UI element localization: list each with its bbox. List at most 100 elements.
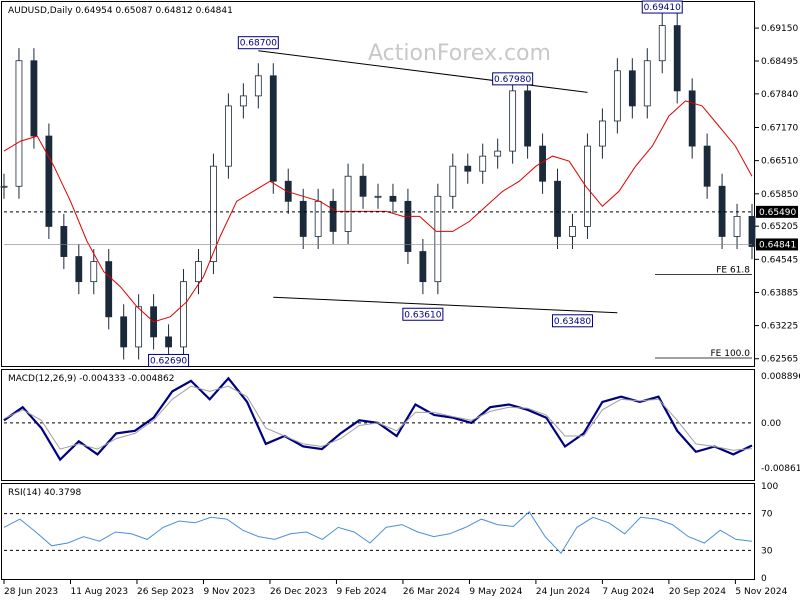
candle-body — [0, 185, 8, 188]
x-axis-label: 20 Sep 2024 — [669, 587, 726, 597]
candle-body — [404, 200, 412, 252]
candle-body — [344, 175, 352, 232]
axis-layer: 0.69150 0.68495 0.67840 0.67170 0.66510 0.658… — [3, 24, 800, 597]
price-axis-label: 0.65205 — [761, 222, 798, 232]
candle-body — [703, 145, 711, 187]
x-axis-label: 11 Aug 2023 — [70, 587, 128, 597]
x-axis-label: 7 Aug 2024 — [602, 587, 654, 597]
price-callout-label: 0.68700 — [240, 39, 277, 49]
price-callout-box — [551, 314, 593, 328]
rsi-header: RSI(14) 40.3798 — [8, 488, 81, 498]
price-callout-label: 0.69410 — [644, 3, 681, 13]
watermark: ActionForex.com — [368, 41, 551, 66]
trendline — [273, 296, 618, 314]
candle-body — [359, 175, 367, 197]
price-axis-label: 0.63885 — [761, 288, 798, 298]
macd-axis-label: 0.00 — [761, 419, 781, 429]
macd-layer — [3, 376, 753, 462]
candle-body — [569, 226, 576, 237]
candle-body — [329, 200, 337, 232]
price-callout-box — [402, 307, 444, 321]
macd-pane-border — [1, 369, 755, 481]
price-header: AUDUSD,Daily 0.64954 0.65087 0.64812 0.6… — [8, 6, 233, 16]
candle-body — [524, 90, 531, 147]
price-layer: FE 61.8 FE 100.0 0.68700 0.67980 0.69410 0.63… — [0, 0, 756, 367]
x-axis-label: 28 Jun 2023 — [4, 587, 58, 597]
candle-body — [494, 150, 502, 157]
fib-level-label: FE 100.0 — [711, 349, 751, 359]
candle-body — [165, 336, 172, 348]
x-axis-label: 9 Nov 2023 — [203, 587, 255, 597]
candle-body — [599, 120, 606, 147]
candle-body — [135, 306, 143, 348]
price-axis-label: 0.69150 — [761, 24, 798, 34]
candle-body — [60, 226, 68, 257]
candle-body — [45, 135, 53, 227]
candle-body — [389, 195, 397, 202]
candle-body — [733, 215, 741, 237]
fib-level-label: FE 61.8 — [716, 266, 750, 276]
candle-body — [449, 165, 457, 197]
candle-body — [314, 200, 322, 237]
rsi-axis-label: 0 — [761, 574, 767, 584]
candle-body — [105, 261, 113, 318]
candle-body — [613, 70, 621, 122]
candle-body — [75, 256, 83, 283]
price-axis-label: 0.66510 — [761, 157, 798, 167]
price-axis-label: 0.64545 — [761, 255, 798, 265]
candle-body — [419, 251, 427, 283]
price-pane-border — [1, 1, 755, 367]
x-axis-label: 24 Jun 2024 — [536, 587, 590, 597]
candle-body — [464, 165, 472, 172]
last-price-tag-box — [756, 238, 798, 251]
price-callout-label: 0.62690 — [150, 356, 187, 366]
x-axis-label: 9 May 2024 — [469, 587, 522, 597]
x-axis-label: 9 Feb 2024 — [336, 587, 387, 597]
candle-body — [90, 261, 98, 283]
last-price-tag-text: 0.64841 — [759, 240, 796, 250]
price-callout-label: 0.63610 — [404, 310, 441, 320]
x-axis-label: 26 Sep 2023 — [137, 587, 194, 597]
macd-signal-line — [3, 385, 753, 451]
candle-body — [554, 180, 561, 237]
candle-body — [718, 185, 726, 237]
candle-body — [479, 155, 487, 172]
candle-body — [688, 90, 696, 147]
candle-body — [254, 75, 262, 97]
macd-line — [3, 376, 753, 462]
candle-body — [628, 70, 636, 107]
price-axis-label: 0.63225 — [761, 322, 798, 332]
candle-body — [224, 105, 232, 167]
rsi-axis-label: 30 — [761, 546, 773, 556]
candle-body — [30, 60, 38, 137]
candle-body — [374, 195, 382, 198]
x-axis-label: 26 Mar 2024 — [403, 587, 460, 597]
price-axis-label: 0.65850 — [761, 190, 798, 200]
x-axis-label: 5 Nov 2024 — [735, 587, 787, 597]
candle-body — [584, 145, 591, 227]
x-axis-label: 26 Dec 2023 — [270, 587, 328, 597]
candle-body — [673, 25, 681, 92]
candle-body — [239, 95, 247, 107]
price-callout-box — [148, 353, 190, 367]
rsi-pane-border — [1, 483, 755, 580]
level-tag-box — [756, 205, 798, 218]
moving-average-line — [3, 100, 753, 323]
price-callout-label: 0.67980 — [494, 75, 531, 85]
candle-body — [195, 261, 202, 283]
macd-axis-label: -0.008612 — [761, 464, 800, 474]
rsi-line — [3, 511, 753, 555]
candle-body — [120, 316, 128, 348]
candle-body — [434, 195, 442, 283]
price-callout-box — [237, 36, 279, 50]
price-axis-label: 0.68495 — [761, 57, 798, 67]
candle-body — [15, 60, 23, 187]
level-tag-text: 0.65490 — [759, 208, 796, 218]
candle-body — [180, 281, 187, 348]
price-callout-box — [641, 0, 683, 14]
candle-body — [299, 200, 307, 237]
rsi-axis-label: 100 — [761, 482, 778, 492]
candle-body — [643, 60, 651, 107]
candle-body — [509, 90, 517, 152]
